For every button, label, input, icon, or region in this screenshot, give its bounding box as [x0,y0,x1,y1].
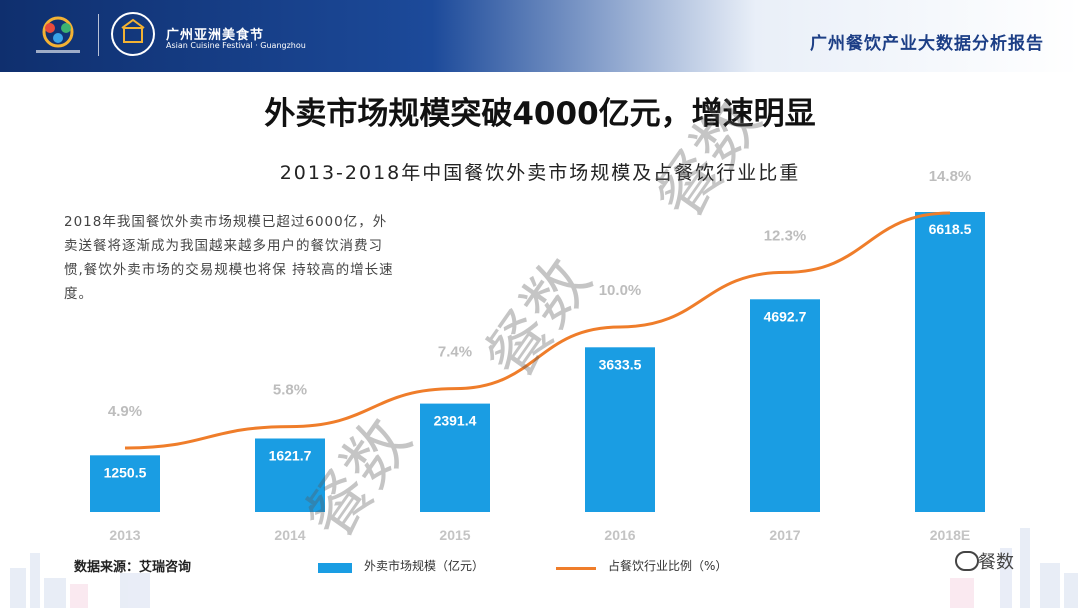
description-text: 2018年我国餐饮外卖市场规模已超过6000亿，外卖送餐将逐渐成为我国越来越多用… [64,214,394,302]
x-tick-label: 2015 [439,527,470,543]
line-value-label: 10.0% [599,282,642,299]
line-value-label: 7.4% [438,344,472,361]
bar-value-label: 4692.7 [764,308,807,324]
ocac-logo-icon [36,16,80,53]
page-title: 外卖市场规模突破4000亿元，增速明显 [264,96,816,132]
brand-label: 餐数 [978,552,1014,573]
report-title: 广州餐饮产业大数据分析报告 [810,34,1044,54]
bar-2014 [255,438,325,512]
line-value-label: 5.8% [273,382,307,399]
logo-divider [98,14,99,56]
legend-bar-swatch [318,563,352,573]
bar-value-label: 3633.5 [599,356,642,372]
line-value-label: 14.8% [929,168,972,185]
x-tick-label: 2013 [109,527,140,543]
data-source: 数据来源：艾瑞咨询 [74,560,192,575]
wechat-icon [955,551,979,571]
line-value-label: 12.3% [764,227,807,244]
bar-value-label: 2391.4 [434,413,477,429]
legend-bar-label: 外卖市场规模（亿元） [364,559,485,573]
legend-line-label: 占餐饮行业比例（%） [608,559,728,573]
x-tick-label: 2018E [930,527,970,543]
bar-value-label: 1250.5 [104,464,147,480]
festival-name-en: Asian Cuisine Festival · Guangzhou [166,41,306,50]
city-skyline-decoration [10,528,1078,608]
bar-value-label: 1621.7 [269,447,312,463]
bar-2015 [420,403,490,512]
bar-2013 [90,455,160,512]
legend-line-swatch [556,567,596,570]
x-tick-label: 2014 [274,527,305,543]
chart-subtitle: 2013-2018年中国餐饮外卖市场规模及占餐饮行业比重 [279,162,801,184]
line-series-share [124,211,951,450]
bar-2016 [585,347,655,512]
bar-2017 [750,299,820,512]
header-banner: 广州亚洲美食节 Asian Cuisine Festival · Guangzh… [0,0,1080,72]
bar-2018E [915,212,985,512]
festival-name: 广州亚洲美食节 [166,28,265,43]
line-value-label: 4.9% [108,403,142,420]
x-tick-label: 2017 [769,527,800,543]
bar-value-label: 6618.5 [929,221,972,237]
festival-emblem-icon [111,12,155,56]
x-tick-label: 2016 [604,527,635,543]
